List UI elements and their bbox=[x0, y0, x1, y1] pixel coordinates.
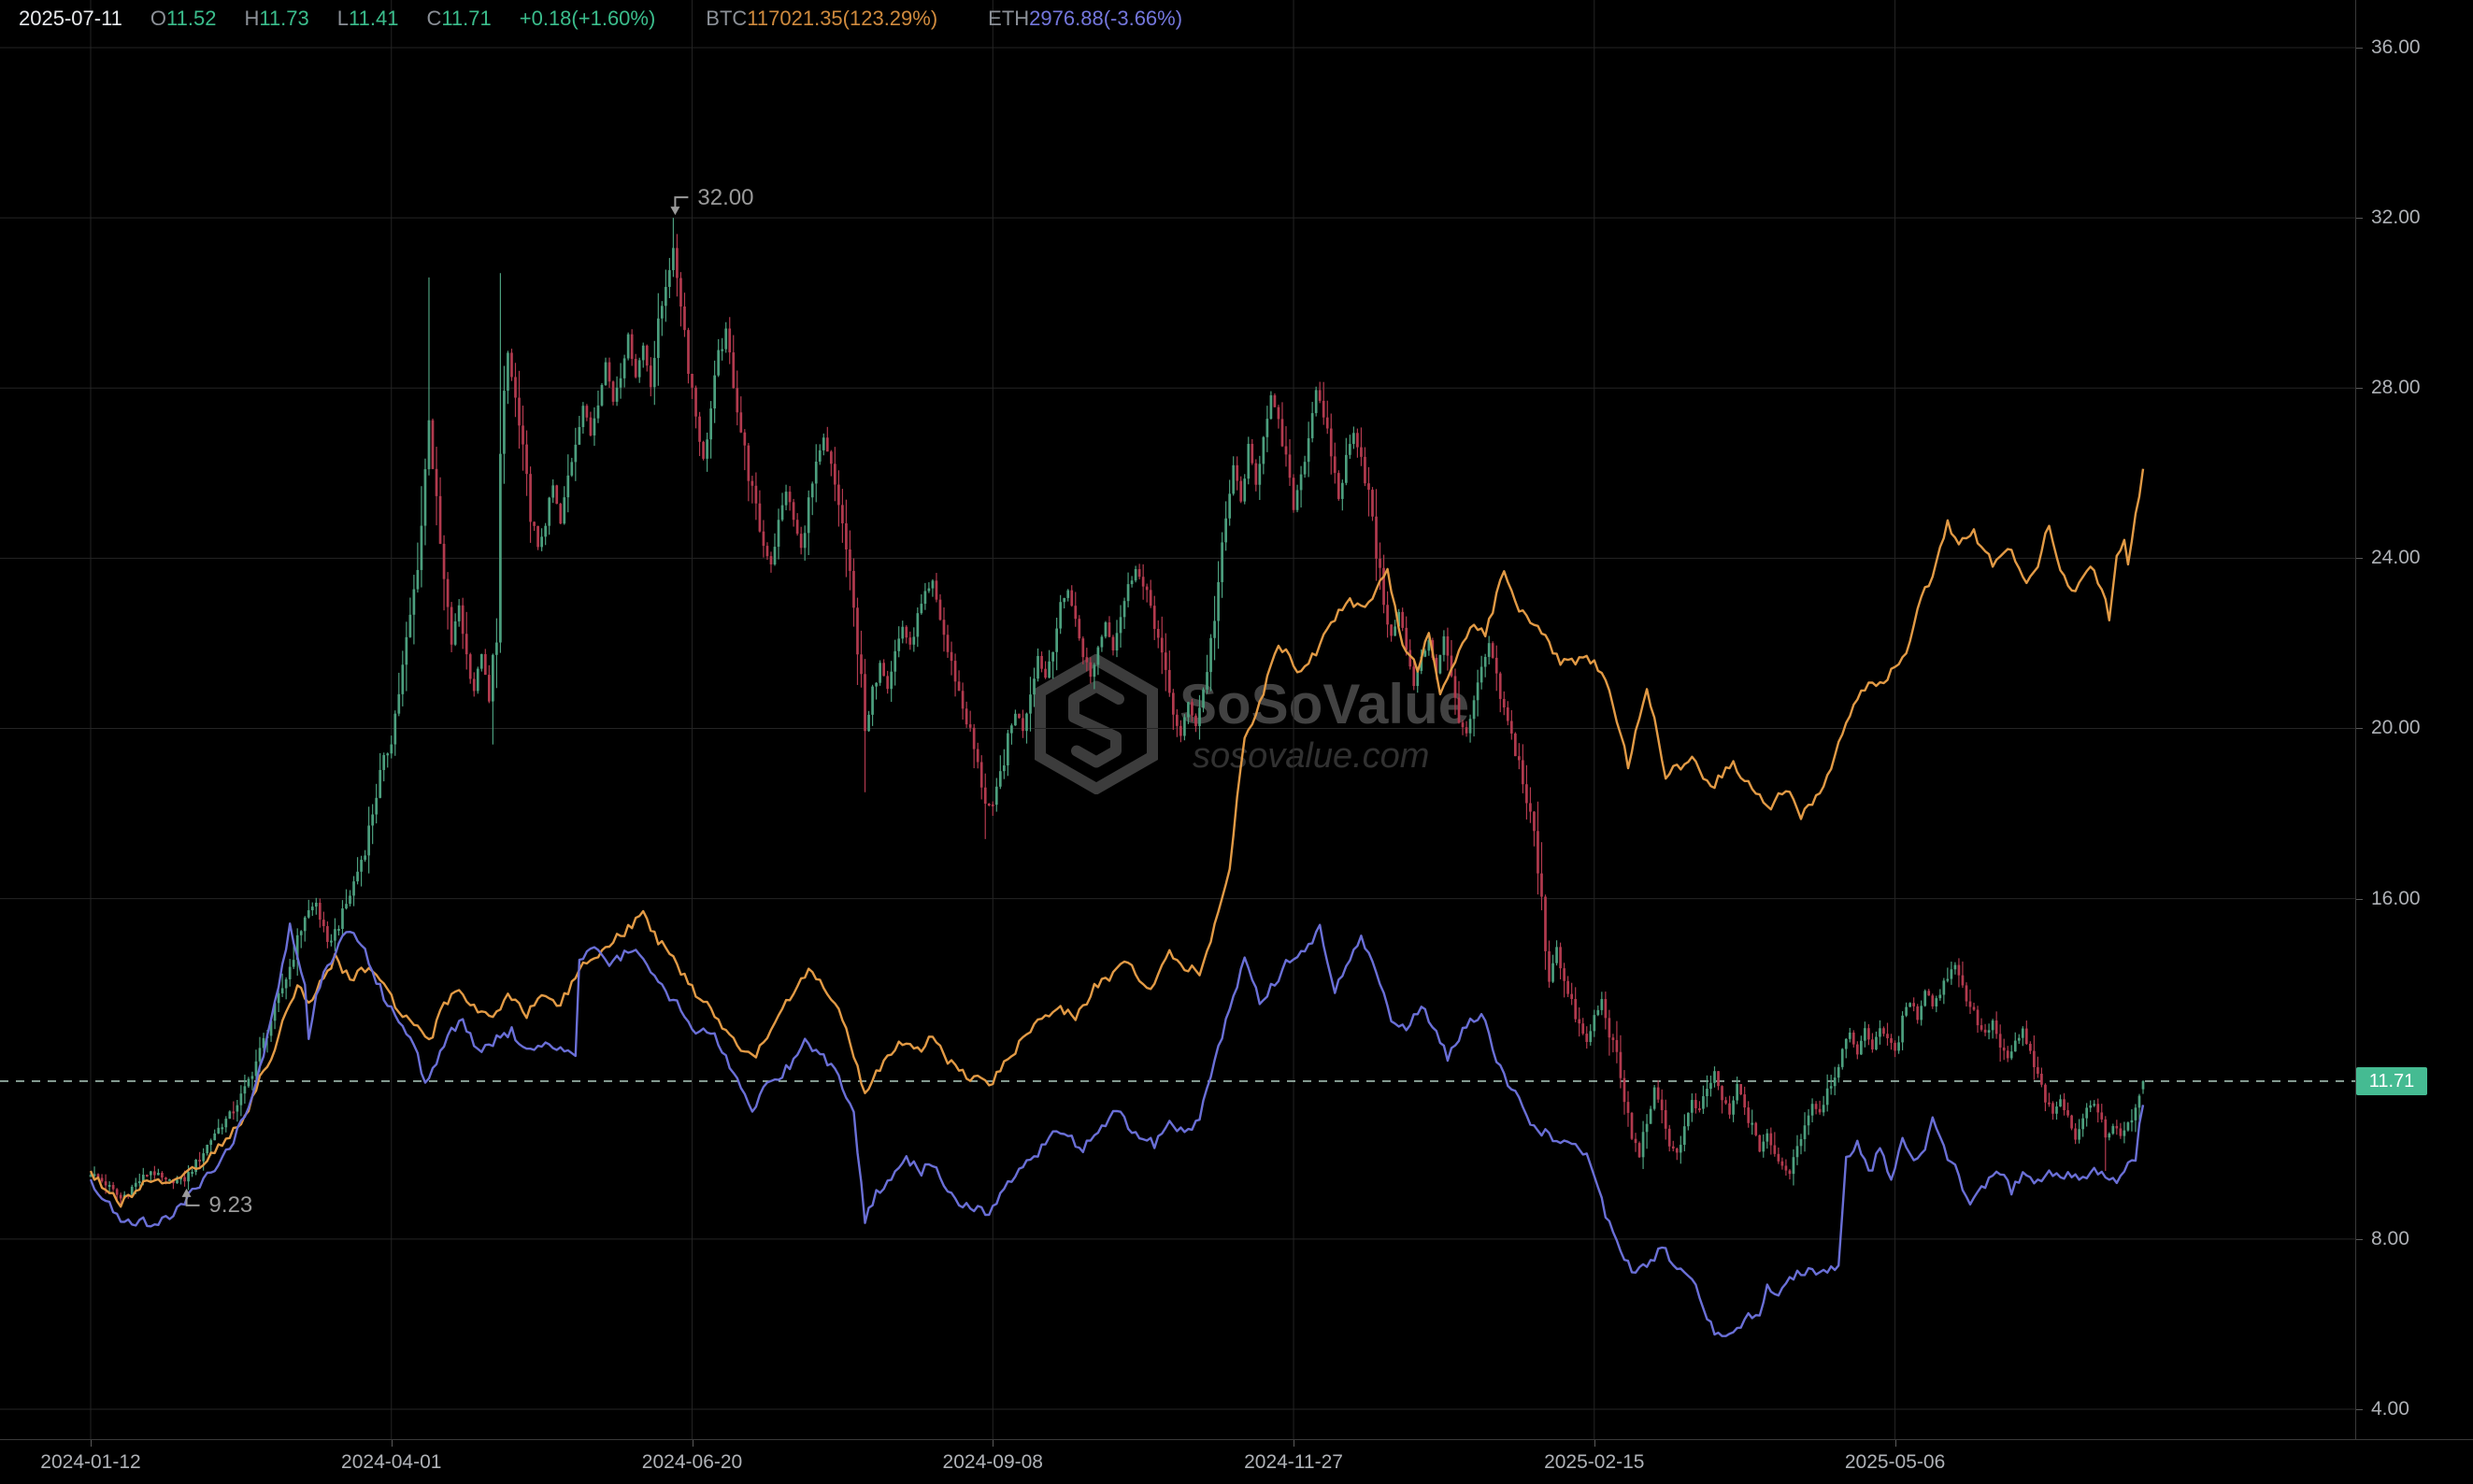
x-axis-label: 2024-06-20 bbox=[641, 1451, 743, 1473]
low-value: 11.41 bbox=[349, 7, 399, 30]
y-axis-tick bbox=[2356, 898, 2363, 900]
y-axis-tick bbox=[2356, 1408, 2363, 1410]
y-axis-tick bbox=[2356, 728, 2363, 730]
y-axis-label: 24.00 bbox=[2371, 547, 2421, 569]
time-axis[interactable]: 2024-01-12 2024-04-01 2024-06-20 2024-09-08… bbox=[0, 1439, 2473, 1484]
high-annotation-label: 32.00 bbox=[697, 185, 753, 210]
index-candlestick-series bbox=[89, 218, 2145, 1205]
eth-line-series bbox=[89, 922, 2145, 1337]
close-value: 11.71 bbox=[441, 7, 492, 30]
x-axis-tick bbox=[91, 1440, 92, 1447]
x-axis-label: 2024-09-08 bbox=[942, 1451, 1043, 1473]
y-axis-label: 4.00 bbox=[2371, 1397, 2409, 1420]
x-axis-label: 2024-04-01 bbox=[341, 1451, 442, 1473]
btc-line-series bbox=[89, 468, 2145, 1208]
x-axis-label: 2024-01-12 bbox=[40, 1451, 141, 1473]
open-value: 11.52 bbox=[166, 7, 217, 30]
open-segment: O11.52 bbox=[150, 7, 217, 31]
eth-segment: ETH2976.88(-3.66%) bbox=[988, 7, 1182, 31]
btc-segment: BTC117021.35(123.29%) bbox=[706, 7, 937, 31]
y-axis-tick bbox=[2356, 1238, 2363, 1240]
watermark-text: SoSoValue sosovalue.com bbox=[1179, 672, 1469, 777]
x-axis-tick bbox=[391, 1440, 393, 1447]
y-axis-tick bbox=[2356, 48, 2363, 49]
y-axis-label: 32.00 bbox=[2371, 207, 2421, 229]
low-segment: L11.41 bbox=[337, 7, 399, 31]
grid-lines bbox=[0, 0, 2355, 1439]
y-axis-tick bbox=[2356, 558, 2363, 560]
close-label: C bbox=[426, 7, 442, 30]
y-axis-tick bbox=[2356, 388, 2363, 390]
ohlc-info-bar: 2025-07-11 O11.52 H11.73 L11.41 C11.71 +… bbox=[19, 4, 1210, 34]
eth-value: 2976.88(-3.66%) bbox=[1029, 7, 1183, 30]
y-axis-tick bbox=[2356, 218, 2363, 220]
eth-label: ETH bbox=[988, 7, 1030, 30]
y-axis-label: 28.00 bbox=[2371, 377, 2421, 399]
x-axis-tick bbox=[1894, 1440, 1896, 1447]
last-price-badge: 11.71 bbox=[2356, 1067, 2427, 1095]
open-label: O bbox=[150, 7, 167, 30]
x-axis-label: 2024-11-27 bbox=[1244, 1451, 1343, 1473]
btc-value: 117021.35(123.29%) bbox=[747, 7, 938, 30]
x-axis-tick bbox=[1594, 1440, 1595, 1447]
watermark: SoSoValue sosovalue.com bbox=[1026, 654, 1469, 794]
extreme-annotations: 32.00 9.23 bbox=[181, 185, 753, 1218]
change-value: +0.18(+1.60%) bbox=[519, 7, 656, 30]
high-label: H bbox=[244, 7, 260, 30]
low-annotation-label: 9.23 bbox=[209, 1192, 253, 1218]
x-axis-label: 2025-05-06 bbox=[1844, 1451, 1946, 1473]
y-axis-label: 8.00 bbox=[2371, 1227, 2409, 1249]
price-axis[interactable]: 36.00 32.00 28.00 24.00 20.00 16.00 8.00 4.00 bbox=[2355, 0, 2473, 1439]
sosovalue-logo-icon bbox=[1035, 654, 1158, 794]
high-value: 11.73 bbox=[259, 7, 309, 30]
btc-label: BTC bbox=[706, 7, 748, 30]
close-segment: C11.71 bbox=[426, 7, 491, 31]
watermark-brand: SoSoValue bbox=[1179, 673, 1470, 735]
low-label: L bbox=[336, 7, 350, 30]
watermark-url: sosovalue.com bbox=[1193, 736, 1430, 776]
y-axis-label: 36.00 bbox=[2371, 36, 2421, 58]
x-axis-label: 2025-02-15 bbox=[1544, 1451, 1645, 1473]
high-segment: H11.73 bbox=[244, 7, 308, 31]
y-axis-label: 20.00 bbox=[2371, 717, 2421, 739]
current-date: 2025-07-11 bbox=[19, 7, 122, 30]
y-axis-label: 16.00 bbox=[2371, 887, 2421, 909]
